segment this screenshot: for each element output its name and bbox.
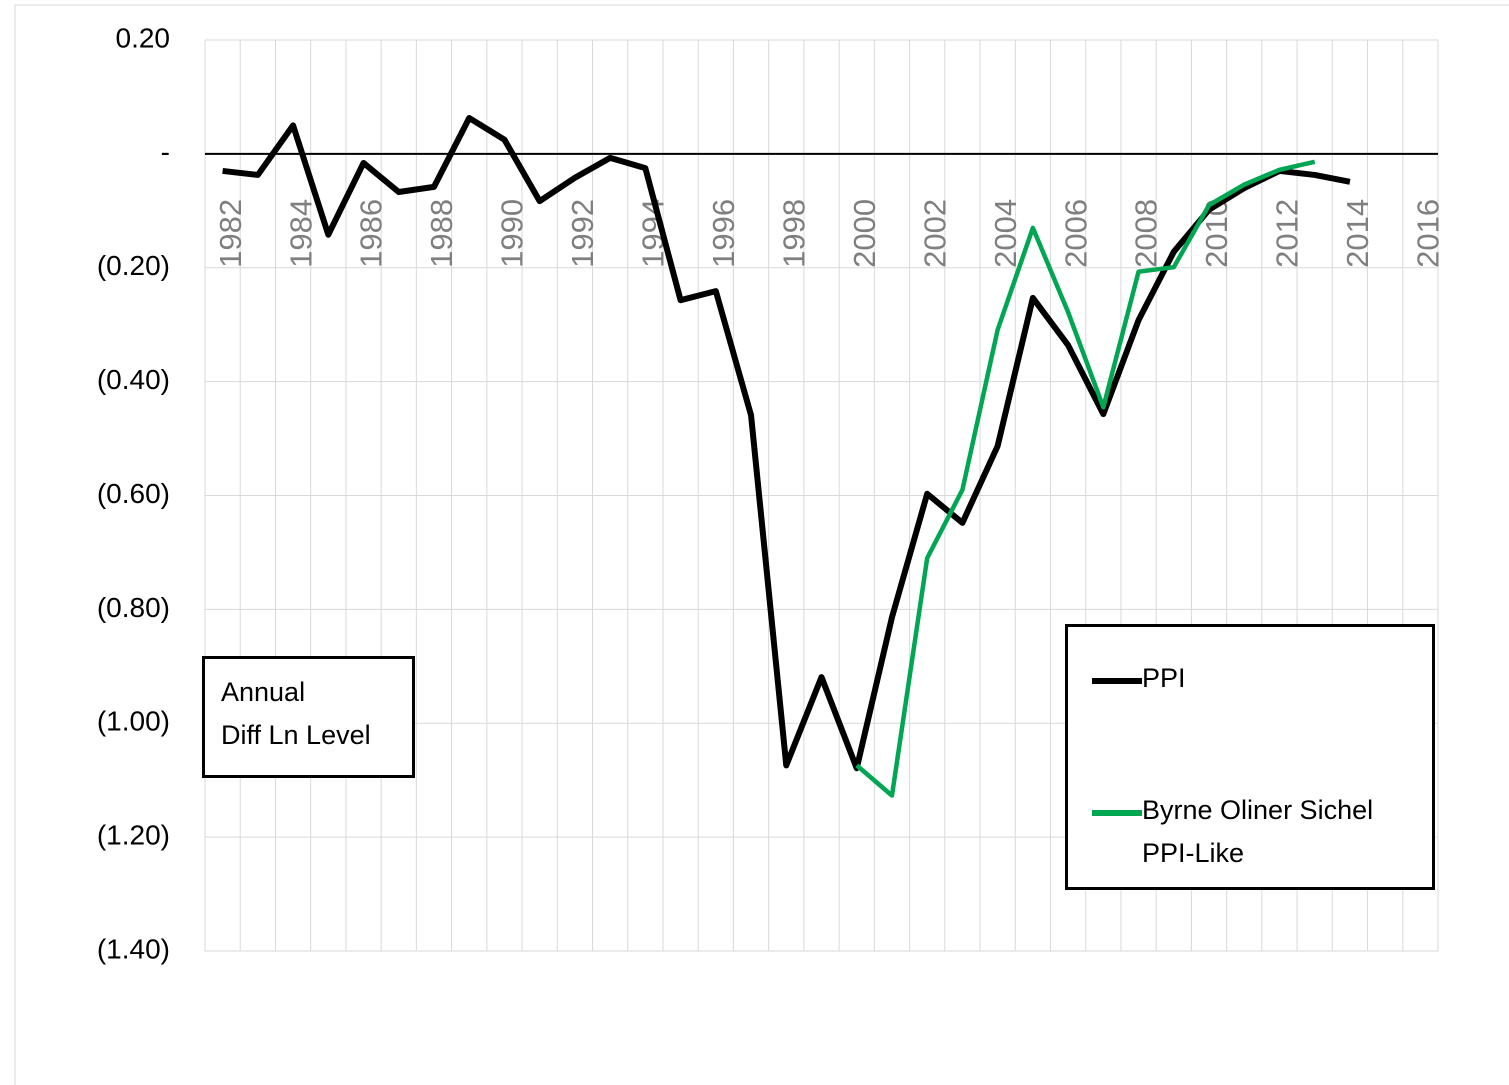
y-tick-label: (1.40)	[97, 933, 170, 964]
legend-item: PPI	[1092, 663, 1427, 700]
x-tick-label: 2014	[1340, 199, 1375, 268]
x-tick-label: 2012	[1270, 199, 1305, 268]
legend-swatch	[1092, 810, 1142, 816]
y-tick-label: (0.20)	[97, 250, 170, 281]
series-line	[222, 115, 1351, 772]
chart-border	[14, 4, 1509, 1085]
x-tick-label: 1988	[424, 199, 459, 268]
x-tick-label: 2000	[847, 199, 882, 268]
legend-label: Byrne Oliner Sichel PPI-Like	[1142, 795, 1374, 868]
x-tick-label: 1996	[706, 199, 741, 268]
x-tick-label: 1986	[354, 199, 389, 268]
legend-item: Byrne Oliner Sichel PPI-Like	[1092, 795, 1427, 875]
x-tick-label: 1992	[565, 199, 600, 268]
x-tick-label: 1998	[776, 199, 811, 268]
y-tick-label: -	[161, 136, 170, 167]
annotation-line: Annual	[221, 677, 306, 707]
x-tick-label: 1982	[213, 199, 248, 268]
x-tick-label: 2008	[1129, 199, 1164, 268]
x-tick-label: 2016	[1411, 199, 1446, 268]
y-tick-label: (0.60)	[97, 478, 170, 509]
y-tick-label: (1.00)	[97, 706, 170, 737]
x-tick-label: 1984	[283, 199, 318, 268]
y-tick-label: 0.20	[116, 22, 171, 53]
x-tick-label: 2004	[988, 199, 1023, 268]
y-tick-label: (0.80)	[97, 592, 170, 623]
legend-swatch	[1092, 678, 1142, 684]
x-tick-label: 1990	[495, 199, 530, 268]
y-tick-label: (1.20)	[97, 820, 170, 851]
x-tick-label: 2002	[917, 199, 952, 268]
legend-label: PPI	[1142, 663, 1186, 693]
annotation-line: Diff Ln Level	[221, 720, 371, 750]
x-tick-label: 2006	[1058, 199, 1093, 268]
series-line	[855, 159, 1316, 798]
annotation-box: Annual Diff Ln Level	[202, 656, 415, 778]
legend: PPI Byrne Oliner Sichel PPI-Like	[1065, 624, 1435, 890]
y-tick-label: (0.40)	[97, 364, 170, 395]
